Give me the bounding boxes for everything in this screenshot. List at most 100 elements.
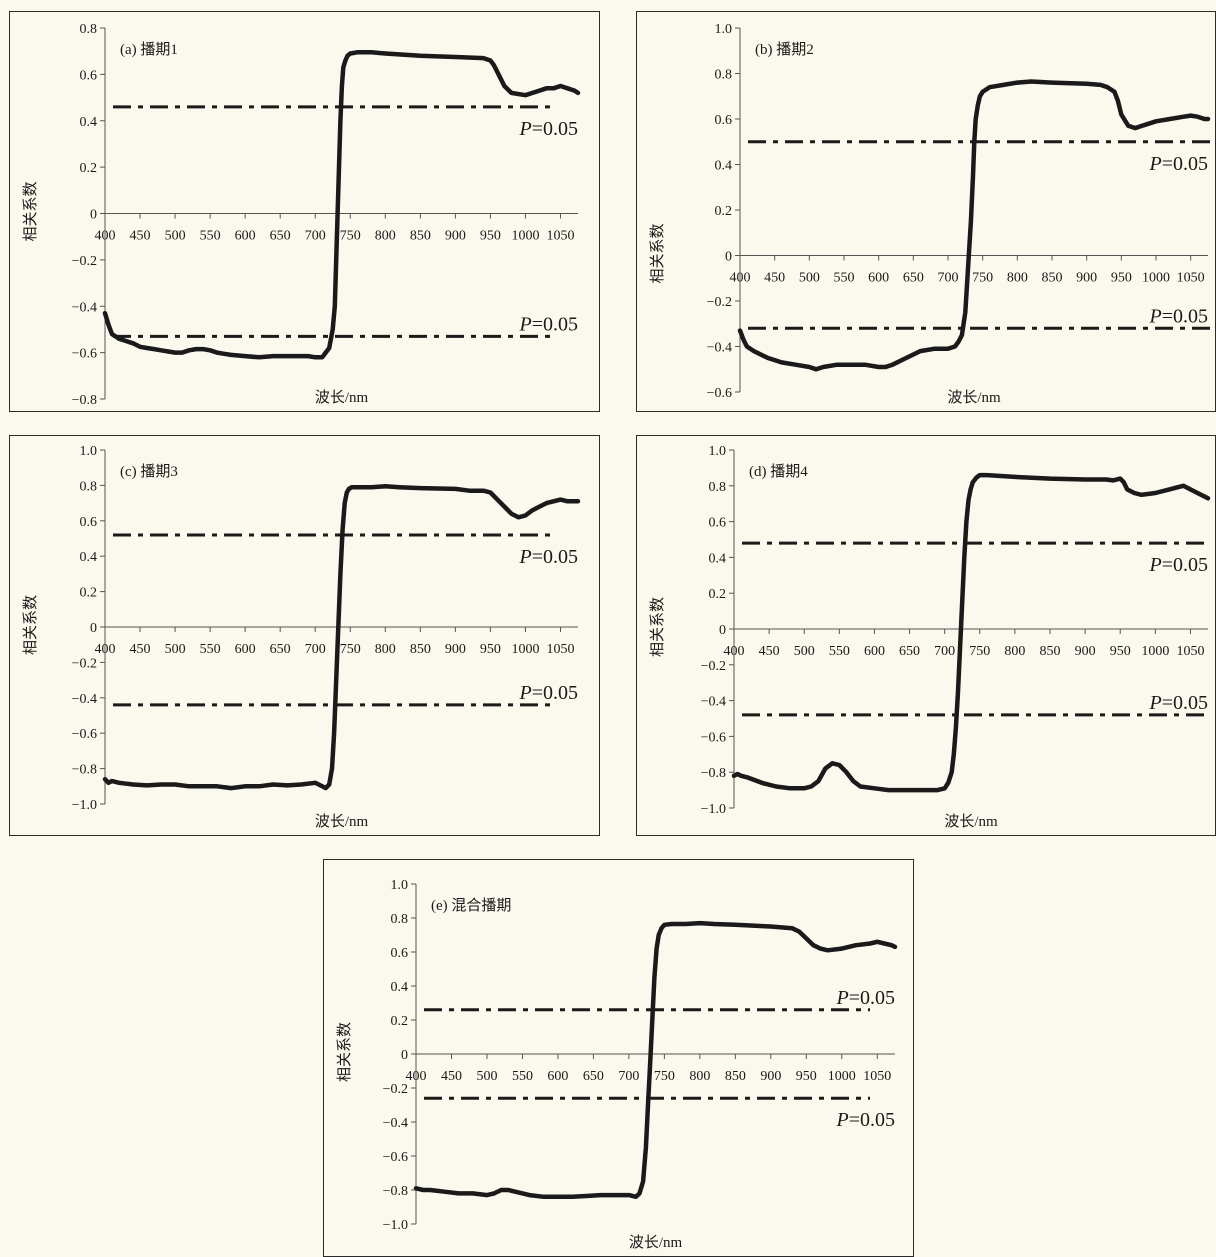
x-axis-title: 波长/nm (315, 389, 369, 406)
panel-label: (b) 播期2 (755, 41, 814, 58)
panel-label: (c) 播期3 (120, 463, 178, 480)
x-tick-label: 850 (1040, 644, 1061, 659)
x-tick-label: 1050 (863, 1069, 891, 1084)
x-tick-label: 950 (480, 642, 501, 657)
y-tick-label: 0.2 (709, 587, 727, 602)
y-tick-label: −0.8 (72, 393, 97, 408)
panel-frame (636, 11, 1216, 412)
x-tick-label: 800 (375, 642, 396, 657)
x-tick-label: 750 (654, 1069, 675, 1084)
x-tick-label: 450 (441, 1069, 462, 1084)
x-tick-label: 950 (796, 1069, 817, 1084)
correlation-curve (737, 79, 1211, 372)
y-tick-label: 0 (401, 1048, 408, 1063)
x-tick-label: 900 (445, 229, 466, 244)
x-tick-label: 1000 (828, 1069, 856, 1084)
x-tick-label: 600 (235, 229, 256, 244)
x-tick-label: 400 (406, 1069, 427, 1084)
y-tick-label: 0.8 (80, 479, 98, 494)
y-tick-label: 0 (90, 208, 97, 223)
y-axis-title: 相关系数 (336, 1022, 353, 1082)
significance-label: P=0.05 (519, 546, 579, 568)
x-tick-label: 900 (1075, 644, 1096, 659)
correlation-curve (102, 484, 581, 791)
x-tick-label: 1000 (1142, 271, 1170, 286)
x-tick-label: 1050 (546, 642, 574, 657)
correlation-curve (731, 472, 1211, 793)
x-tick-label: 450 (764, 271, 785, 286)
x-tick-label: 700 (618, 1069, 639, 1084)
x-tick-label: 500 (799, 271, 820, 286)
x-tick-label: 550 (200, 229, 221, 244)
x-tick-label: 500 (165, 229, 186, 244)
y-tick-label: −0.6 (707, 386, 732, 401)
y-tick-label: 0.8 (391, 912, 409, 927)
x-tick-label: 400 (95, 229, 116, 244)
y-tick-label: 0 (725, 250, 732, 265)
x-axis-title: 波长/nm (629, 1234, 683, 1251)
x-tick-label: 900 (445, 642, 466, 657)
x-tick-label: 1050 (1177, 271, 1205, 286)
x-tick-label: 850 (410, 642, 431, 657)
x-tick-label: 650 (899, 644, 920, 659)
y-tick-label: −0.8 (383, 1184, 408, 1199)
x-tick-label: 400 (730, 271, 751, 286)
y-tick-label: −0.2 (701, 659, 726, 674)
y-tick-label: −0.8 (72, 763, 97, 778)
y-tick-label: −0.6 (701, 730, 726, 745)
y-tick-label: −0.2 (383, 1082, 408, 1097)
significance-label: P=0.05 (836, 1109, 896, 1131)
x-tick-label: 600 (547, 1069, 568, 1084)
y-tick-label: 0.2 (80, 586, 98, 601)
x-tick-label: 700 (934, 644, 955, 659)
y-tick-label: 0.6 (391, 946, 409, 961)
x-tick-label: 750 (972, 271, 993, 286)
x-tick-label: 1050 (546, 229, 574, 244)
y-tick-label: −0.6 (383, 1150, 408, 1165)
x-tick-label: 550 (200, 642, 221, 657)
x-tick-label: 500 (165, 642, 186, 657)
y-tick-label: 0.4 (80, 550, 98, 565)
y-tick-label: −0.4 (72, 692, 97, 707)
x-tick-label: 650 (270, 642, 291, 657)
x-tick-label: 800 (1004, 644, 1025, 659)
y-tick-label: −0.4 (707, 341, 732, 356)
correlation-curve (102, 50, 581, 360)
y-axis-title: 相关系数 (22, 595, 39, 655)
y-tick-label: −0.4 (701, 695, 726, 710)
x-tick-label: 850 (410, 229, 431, 244)
x-tick-label: 600 (235, 642, 256, 657)
y-tick-label: 0.2 (715, 204, 733, 219)
x-tick-label: 850 (1042, 271, 1063, 286)
y-tick-label: 1.0 (391, 878, 409, 893)
x-tick-label: 800 (689, 1069, 710, 1084)
x-tick-label: 1050 (1176, 644, 1204, 659)
x-tick-label: 750 (340, 642, 361, 657)
y-axis-title: 相关系数 (649, 223, 666, 283)
x-tick-label: 550 (829, 644, 850, 659)
x-tick-label: 950 (480, 229, 501, 244)
y-tick-label: −0.2 (72, 656, 97, 671)
x-tick-label: 400 (95, 642, 116, 657)
significance-label: P=0.05 (1149, 153, 1209, 175)
y-tick-label: −0.6 (72, 347, 97, 362)
x-tick-label: 450 (130, 642, 151, 657)
significance-label: P=0.05 (519, 682, 579, 704)
y-tick-label: 0.4 (391, 980, 409, 995)
y-tick-label: 0.8 (715, 68, 733, 83)
y-tick-label: −1.0 (701, 802, 726, 817)
x-tick-label: 600 (864, 644, 885, 659)
x-tick-label: 600 (868, 271, 889, 286)
y-tick-label: −0.4 (72, 300, 97, 315)
x-tick-label: 450 (759, 644, 780, 659)
y-tick-label: 0.4 (715, 159, 733, 174)
significance-label: P=0.05 (1149, 305, 1209, 327)
y-tick-label: −0.8 (701, 766, 726, 781)
x-tick-label: 1000 (511, 642, 539, 657)
x-tick-label: 950 (1110, 644, 1131, 659)
y-tick-label: 0.6 (80, 68, 98, 83)
y-axis-title: 相关系数 (22, 181, 39, 241)
